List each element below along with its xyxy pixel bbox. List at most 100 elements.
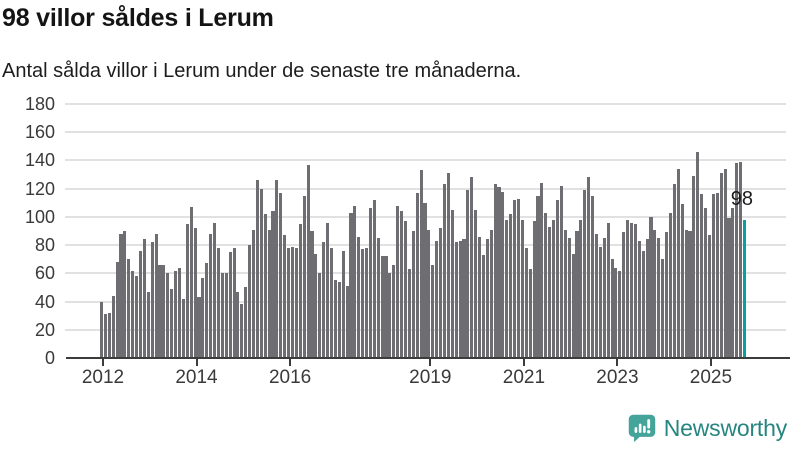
bar	[474, 209, 478, 358]
bar	[567, 238, 571, 358]
bar	[236, 291, 240, 358]
bar	[213, 222, 217, 358]
bar	[127, 259, 131, 358]
bar	[345, 286, 349, 358]
y-tick-label: 180	[24, 94, 55, 114]
bar	[711, 194, 715, 358]
y-axis-labels: 0 20 40 60 80 100 120 140 160 180	[0, 94, 55, 368]
bar	[279, 192, 283, 358]
bar	[657, 238, 661, 358]
bar	[275, 180, 279, 358]
bar	[322, 242, 326, 358]
bar	[489, 229, 493, 358]
bar	[240, 304, 244, 358]
bar	[357, 236, 361, 358]
bar	[548, 226, 552, 358]
bar	[735, 163, 739, 358]
bar	[559, 185, 563, 358]
bar	[727, 218, 731, 358]
bar	[326, 222, 330, 358]
bar	[403, 221, 408, 358]
bar	[193, 228, 197, 358]
x-tick-label: 2016	[268, 367, 312, 388]
x-tick	[289, 358, 292, 366]
x-tick	[709, 358, 712, 366]
bar	[318, 273, 322, 358]
x-tick-label: 2025	[689, 367, 733, 388]
bar	[220, 273, 224, 358]
bar	[111, 295, 115, 358]
bar	[177, 267, 182, 358]
bar	[396, 205, 400, 358]
bar	[478, 236, 482, 358]
bar-chart-speech-bubble-icon	[627, 413, 657, 443]
bar	[314, 253, 318, 358]
bar	[201, 277, 205, 358]
gridline	[65, 159, 786, 162]
bar	[388, 273, 392, 358]
bar	[704, 208, 708, 358]
bar	[251, 229, 256, 358]
bar	[563, 229, 567, 358]
bar	[587, 177, 591, 358]
bar	[598, 246, 602, 358]
bar	[700, 194, 704, 358]
bar	[115, 262, 119, 358]
bar	[719, 173, 723, 358]
bar	[150, 242, 154, 358]
bar	[353, 205, 357, 358]
bar	[552, 219, 556, 358]
bar	[107, 312, 111, 358]
bar	[672, 184, 676, 358]
chart-subtitle: Antal sålda villor i Lerum under de sena…	[2, 60, 522, 82]
bar	[248, 245, 252, 358]
y-tick-label: 20	[34, 319, 55, 340]
bar	[470, 177, 474, 358]
bar	[602, 238, 606, 358]
page-title: 98 villor såldes i Lerum	[2, 4, 274, 32]
bar	[197, 297, 201, 358]
bar	[181, 298, 185, 358]
plot-area	[65, 103, 786, 358]
bar	[427, 229, 431, 358]
bar	[189, 207, 193, 358]
bar	[232, 247, 236, 358]
bar	[267, 229, 271, 358]
bar	[645, 239, 649, 358]
bar	[649, 216, 653, 358]
bar	[544, 212, 548, 358]
bar	[665, 232, 669, 358]
bar	[333, 280, 337, 358]
bar	[146, 291, 150, 358]
bar	[692, 175, 696, 358]
bar	[294, 247, 298, 358]
bar	[509, 214, 513, 358]
bar	[442, 184, 447, 358]
bar	[185, 223, 189, 358]
bar	[170, 288, 174, 358]
bar	[135, 276, 139, 358]
bar	[614, 267, 618, 358]
bar	[462, 239, 466, 358]
bar	[131, 270, 135, 358]
bar	[123, 231, 127, 358]
bar	[684, 229, 688, 358]
bar	[622, 232, 626, 358]
newsworthy-logo[interactable]: Newsworthy	[627, 413, 787, 443]
bar	[661, 259, 665, 358]
bar	[536, 195, 540, 358]
bar	[228, 252, 232, 358]
bar	[485, 239, 489, 358]
bar	[380, 256, 384, 358]
bar	[368, 208, 372, 358]
gridline	[65, 131, 786, 134]
bar	[162, 264, 166, 358]
bar	[439, 228, 443, 358]
x-tick-label: 2021	[502, 367, 546, 388]
y-tick-label: 120	[24, 178, 55, 199]
bar	[513, 199, 517, 358]
newsworthy-brand-text: Newsworthy	[663, 414, 787, 441]
bar	[458, 240, 462, 358]
bar	[154, 233, 158, 358]
